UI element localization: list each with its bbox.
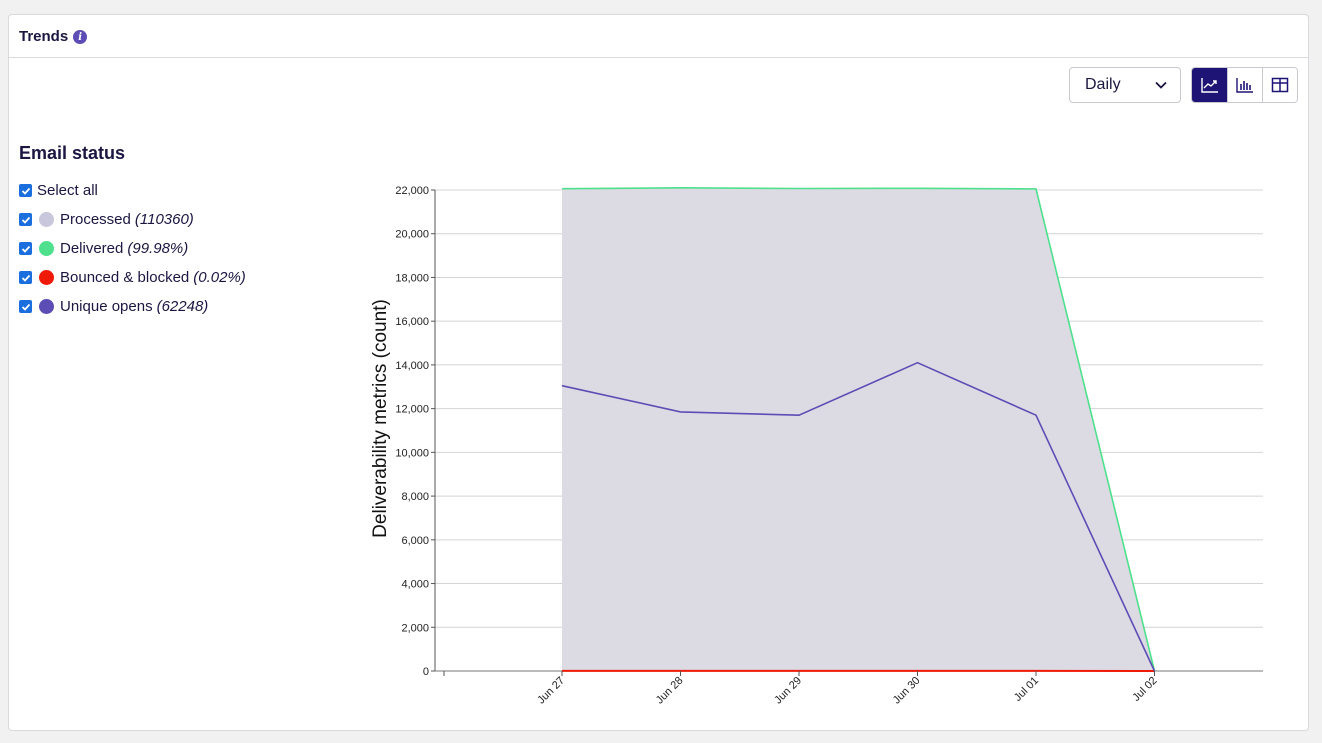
- select-all-checkbox[interactable]: [19, 184, 32, 197]
- x-tick-label: Jun 27: [535, 675, 567, 707]
- interval-select[interactable]: Daily: [1069, 67, 1181, 103]
- table-view-button[interactable]: [1262, 68, 1297, 102]
- line-chart-icon: [1200, 78, 1218, 93]
- y-axis-label: Deliverability metrics (count): [370, 299, 391, 538]
- select-all-label: Select all: [37, 182, 98, 199]
- bounced-checkbox[interactable]: [19, 271, 32, 284]
- legend-item-processed[interactable]: Processed (110360): [19, 205, 246, 234]
- y-tick-label: 8,000: [401, 491, 429, 503]
- select-all-row[interactable]: Select all: [19, 176, 246, 205]
- y-tick-label: 10,000: [395, 447, 429, 459]
- line-chart-view-button[interactable]: [1192, 68, 1227, 102]
- chevron-down-icon: [1155, 81, 1167, 89]
- info-icon[interactable]: i: [73, 30, 88, 44]
- y-tick-label: 16,000: [395, 316, 429, 328]
- bar-chart-view-button[interactable]: [1227, 68, 1262, 102]
- y-tick-label: 4,000: [401, 579, 429, 591]
- checkmark-icon: [21, 187, 30, 195]
- y-tick-label: 12,000: [395, 404, 429, 416]
- checkmark-icon: [21, 274, 30, 282]
- legend-item-bounced[interactable]: Bounced & blocked (0.02%): [19, 263, 246, 292]
- bounced-color-dot: [39, 270, 54, 285]
- x-tick-label: Jun 28: [654, 675, 686, 707]
- trends-panel: Trends i Daily: [8, 14, 1309, 731]
- y-tick-label: 6,000: [401, 535, 429, 547]
- y-tick-label: 20,000: [395, 229, 429, 241]
- y-tick-label: 18,000: [395, 272, 429, 284]
- x-tick-label: Jun 30: [891, 675, 923, 707]
- legend-item-unique-opens[interactable]: Unique opens (62248): [19, 292, 246, 321]
- unique-opens-color-dot: [39, 299, 54, 314]
- interval-select-value: Daily: [1085, 76, 1121, 93]
- delivered-color-dot: [39, 241, 54, 256]
- x-tick-label: Jul 01: [1012, 675, 1041, 704]
- panel-header: Trends i: [9, 15, 1308, 58]
- x-tick-label: Jun 29: [772, 675, 804, 707]
- legend-item-value: (99.98%): [127, 240, 189, 257]
- series-area-processed: [562, 187, 1155, 672]
- bar-chart-icon: [1236, 78, 1253, 93]
- x-tick-label: Jul 02: [1130, 675, 1159, 704]
- y-tick-label: 2,000: [401, 622, 429, 634]
- legend-item-value: (0.02%): [193, 269, 246, 286]
- legend-item-delivered[interactable]: Delivered (99.98%): [19, 234, 246, 263]
- checkmark-icon: [21, 303, 30, 311]
- checkmark-icon: [21, 245, 30, 253]
- series-line-delivered: [561, 186, 1156, 672]
- processed-color-dot: [39, 212, 54, 227]
- deliverability-chart: 0 2,000 4,000 6,000 8,000 10,000 12,000 14,000 1…: [370, 185, 1263, 707]
- delivered-checkbox[interactable]: [19, 242, 32, 255]
- legend-item-value: (110360): [134, 211, 194, 228]
- y-tick-label: 0: [423, 666, 429, 678]
- table-icon: [1271, 77, 1289, 93]
- legend-title: Email status: [19, 143, 126, 163]
- legend-item-label: Unique opens: [60, 298, 153, 315]
- panel-title: Trends: [19, 27, 69, 45]
- series-line-unique-opens: [561, 361, 1156, 672]
- processed-checkbox[interactable]: [19, 213, 32, 226]
- email-status-legend: Email status Select all Processed (11036…: [19, 143, 246, 321]
- y-tick-label: 14,000: [395, 360, 429, 372]
- legend-item-label: Delivered: [60, 240, 124, 257]
- chart-controls: Daily: [1069, 67, 1298, 103]
- legend-item-label: Bounced & blocked: [60, 269, 190, 286]
- legend-item-value: (62248): [156, 298, 209, 315]
- legend-item-label: Processed: [60, 211, 131, 228]
- view-toggle-group: [1191, 67, 1298, 103]
- y-tick-label: 22,000: [395, 185, 429, 197]
- unique-opens-checkbox[interactable]: [19, 300, 32, 313]
- checkmark-icon: [21, 216, 30, 224]
